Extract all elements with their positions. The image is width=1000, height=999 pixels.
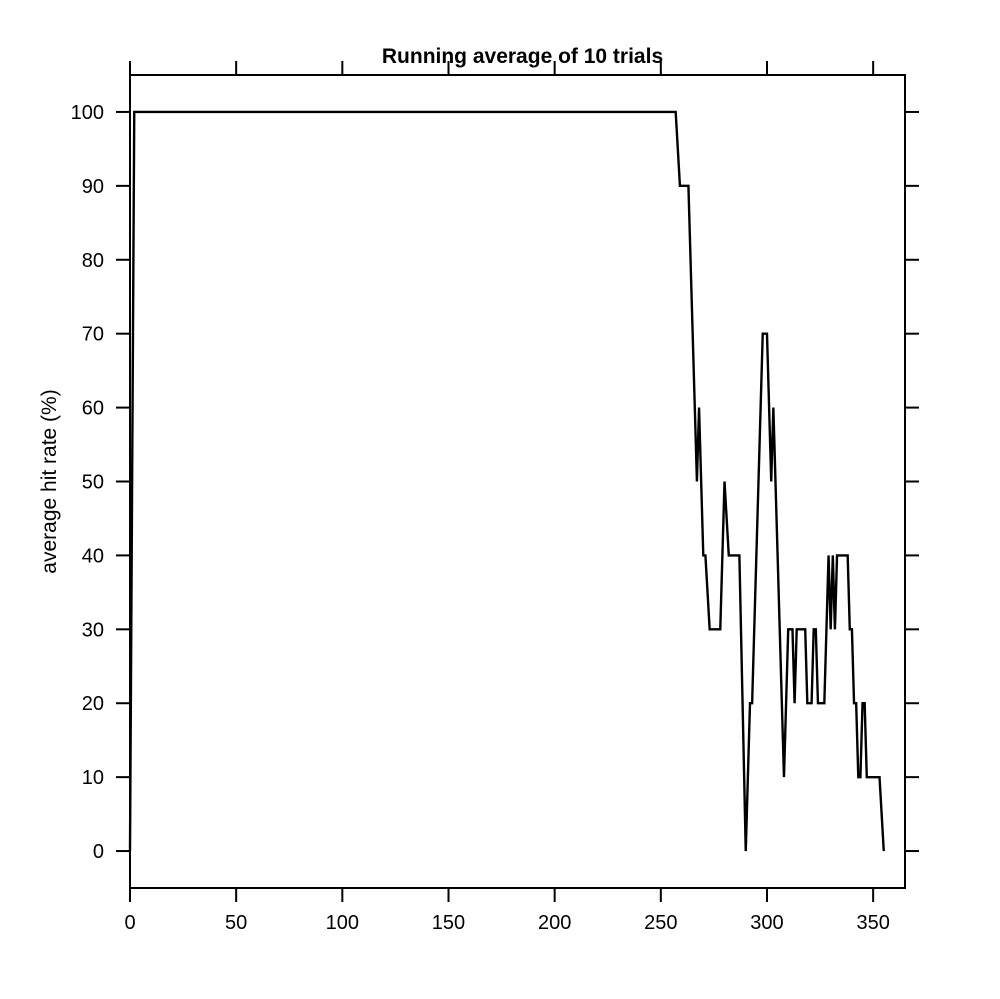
y-tick-label: 20	[82, 693, 104, 715]
y-tick-label: 50	[82, 472, 104, 494]
tick-labels: 0 50 100 150 200 250 300 350 0 10 20 30 40 50 60 70 80 90…	[71, 102, 890, 934]
y-tick-label: 0	[93, 841, 104, 863]
y-tick-label: 90	[82, 176, 104, 198]
x-tick-label: 100	[326, 912, 359, 934]
x-tick-label: 350	[856, 912, 889, 934]
x-tick-label: 50	[225, 912, 247, 934]
x-tick-label: 300	[750, 912, 783, 934]
x-tick-label: 150	[432, 912, 465, 934]
x-tick-label: 200	[538, 912, 571, 934]
series-line	[128, 110, 885, 852]
x-tick-label: 250	[644, 912, 677, 934]
x-tick-label: 0	[124, 912, 135, 934]
y-tick-label: 40	[82, 545, 104, 567]
y-tick-label: 80	[82, 250, 104, 272]
y-tick-label: 10	[82, 767, 104, 789]
y-tick-label: 60	[82, 398, 104, 420]
plot-frame	[129, 74, 906, 889]
series-layer	[128, 110, 885, 852]
y-tick-label: 30	[82, 619, 104, 641]
y-tick-label: 70	[82, 324, 104, 346]
tick-marks	[116, 61, 919, 902]
chart-title: Running average of 10 trials	[382, 45, 663, 68]
y-tick-label: 100	[71, 102, 104, 124]
y-axis-label: average hit rate (%)	[38, 389, 61, 573]
